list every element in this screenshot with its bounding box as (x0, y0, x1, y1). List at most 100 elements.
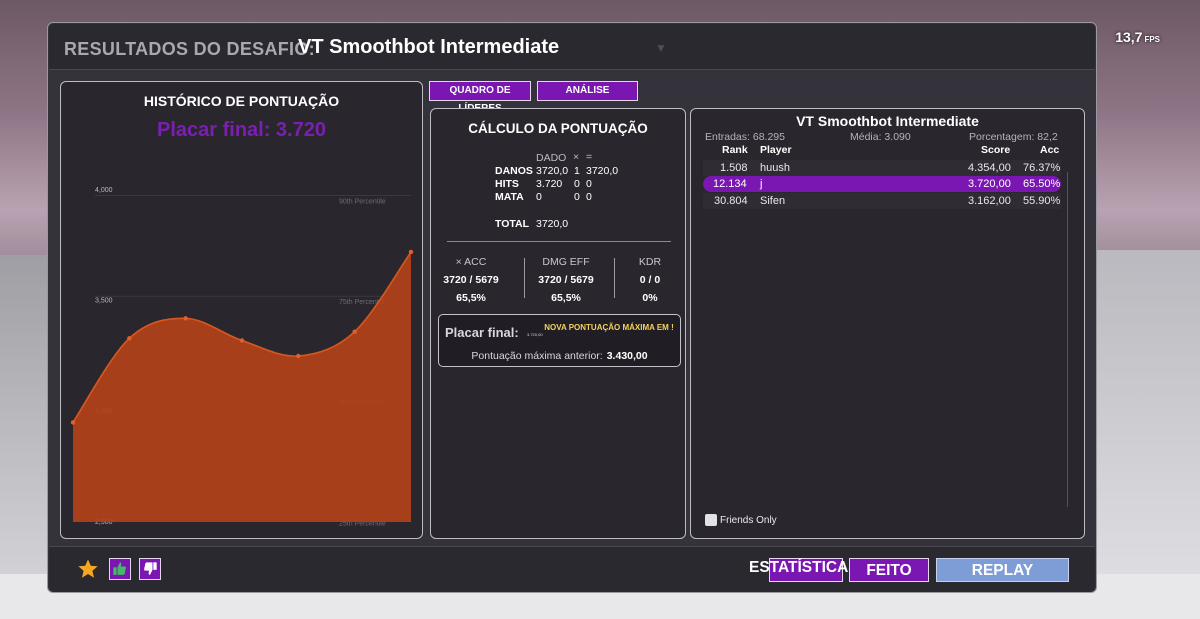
history-title: HISTÓRICO DE PONTUAÇÃO (143, 93, 340, 109)
calc-row-label: MATA (495, 191, 524, 203)
calc-row-data: 3.720 (536, 178, 563, 190)
thumbs-down-icon (144, 562, 157, 575)
tab-leaderboard[interactable]: QUADRO DE LÍDERES (429, 81, 531, 114)
title-bar: RESULTADOS DO DESAFIO: VT Smoothbot Inte… (49, 24, 1095, 70)
calc-row-label: DANOS (495, 165, 533, 177)
stats-button[interactable] (769, 558, 843, 582)
leaderboard-row[interactable]: 30.804 Sifen 3.162,00 55.90% (703, 193, 1061, 209)
title-prefix: RESULTADOS DO DESAFIO: (64, 39, 315, 59)
stat-damage-efficiency: DMG EFF 3720 / 5679 65,5% (527, 256, 605, 310)
y-tick-label: 4,000 (95, 187, 113, 194)
thumbs-down-button[interactable] (139, 558, 161, 580)
fps-counter: 13,7 FPS (1115, 29, 1160, 45)
results-window: RESULTADOS DO DESAFIO: VT Smoothbot Inte… (47, 22, 1097, 593)
stat-head: KDR (638, 256, 662, 268)
row-acc: 55.90% (1023, 195, 1061, 207)
stat-head: × ACC (455, 256, 487, 268)
stat-ratio: 3720 / 5679 (538, 274, 594, 286)
stat-head: DMG EFF (542, 256, 590, 268)
calc-row-result: 0 (586, 191, 592, 203)
star-icon[interactable] (77, 558, 99, 580)
col-acc: Acc (1040, 144, 1060, 156)
background-wall-left (0, 255, 50, 619)
calc-row-label: HITS (495, 178, 519, 190)
new-high-score-badge: NOVA PONTUAÇÃO MÁXIMA EM ! (544, 323, 674, 332)
done-button[interactable]: FEITO (849, 558, 929, 582)
leaderboard-panel: VT Smoothbot Intermediate Entradas: 68.2… (690, 108, 1085, 539)
scenario-title: VT Smoothbot Intermediate (298, 36, 560, 58)
stat-ratio: 3720 / 5679 (443, 274, 499, 286)
row-score: 3.162,00 (968, 195, 1011, 207)
leaderboard-row-current[interactable]: 12.134 j 3.720,00 65.50% (703, 176, 1061, 192)
row-rank: 12.134 (713, 178, 747, 190)
y-tick-label: 2,500 (95, 519, 113, 526)
thumbs-up-button[interactable] (109, 558, 131, 580)
score-area (73, 251, 411, 522)
stats-button-label[interactable]: ESTATÍSTICAS (749, 559, 859, 576)
leaderboard-row[interactable]: 1.508 huush 4.354,00 76.37% (703, 160, 1061, 176)
calc-total-label: TOTAL (495, 218, 530, 230)
stat-divider (614, 258, 615, 298)
row-score: 4.354,00 (968, 162, 1011, 174)
calc-row-data: 3720,0 (536, 165, 569, 177)
score-point (296, 353, 301, 359)
stat-pct: 0% (642, 292, 658, 304)
stat-ratio: 0 / 0 (639, 274, 661, 286)
final-score-box: Placar final: 3.720,00 NOVA PONTUAÇÃO MÁ… (438, 314, 681, 367)
row-acc: 76.37% (1023, 162, 1061, 174)
leaderboard-percentage: Porcentagem: 82,2 (969, 131, 1058, 143)
row-rank: 1.508 (720, 162, 748, 174)
row-player: j (760, 178, 763, 190)
calc-col-data: DADO (536, 152, 567, 164)
leaderboard-average: Média: 3.090 (850, 131, 911, 143)
final-score-label: Placar final: (445, 325, 519, 340)
thumbs-up-icon (113, 562, 126, 575)
calc-title: CÁLCULO DA PONTUAÇÃO (468, 121, 648, 136)
calc-col-eq: = (586, 151, 593, 163)
row-player: huush (760, 162, 790, 174)
fps-unit: FPS (1144, 35, 1160, 44)
friends-only-toggle[interactable]: Friends Only (705, 514, 777, 526)
previous-high-score-value: 3.430,00 (606, 350, 648, 362)
calc-row-data: 0 (536, 191, 542, 203)
stat-divider (524, 258, 525, 298)
col-player: Player (760, 144, 792, 156)
score-point (183, 316, 188, 321)
stat-kdr: KDR 0 / 0 0% (611, 256, 689, 310)
previous-high-score-label: Pontuação máxima anterior: (471, 350, 603, 362)
final-score-value: 3.720,00 (527, 332, 543, 337)
replay-button[interactable]: REPLAY (936, 558, 1069, 582)
percentile-label: 90th Percentile (339, 199, 386, 206)
history-final-score: Placar final: 3.720 (157, 119, 326, 141)
score-point (352, 329, 357, 334)
y-tick-label: 3,500 (95, 298, 113, 305)
row-rank: 30.804 (714, 195, 748, 207)
stat-pct: 65,5% (551, 292, 581, 304)
col-score: Score (981, 144, 1011, 156)
fps-value: 13,7 (1115, 29, 1143, 45)
calc-row-mult: 0 (574, 178, 580, 190)
calc-divider (447, 241, 671, 242)
row-acc: 65.50% (1023, 178, 1061, 190)
leaderboard-scrollbar[interactable] (1067, 172, 1068, 507)
score-point (408, 249, 414, 255)
score-calculation-panel: CÁLCULO DA PONTUAÇÃO DADO × = DANOS 3720… (430, 108, 686, 539)
calc-row-result: 0 (586, 178, 592, 190)
chevron-down-icon[interactable]: ▼ (655, 41, 667, 55)
row-score: 3.720,00 (968, 178, 1011, 190)
leaderboard-entries: Entradas: 68.295 (705, 131, 785, 143)
score-history-panel: HISTÓRICO DE PONTUAÇÃO Placar final: 3.7… (60, 81, 423, 539)
calc-row-result: 3720,0 (586, 165, 619, 177)
score-point (239, 338, 245, 343)
bottom-bar: ESTATÍSTICAS FEITO REPLAY (49, 546, 1095, 592)
background-wall-right (1080, 250, 1200, 619)
calc-col-mult: × (573, 151, 580, 163)
friends-only-checkbox[interactable] (705, 514, 717, 526)
friends-only-label: Friends Only (720, 515, 777, 526)
tab-analysis[interactable]: ANÁLISE (537, 81, 638, 101)
stat-pct: 65,5% (456, 292, 486, 304)
calc-total-value: 3720,0 (536, 218, 569, 230)
calc-row-mult: 0 (574, 191, 580, 203)
percentile-label: 25th Percentile (339, 521, 386, 528)
